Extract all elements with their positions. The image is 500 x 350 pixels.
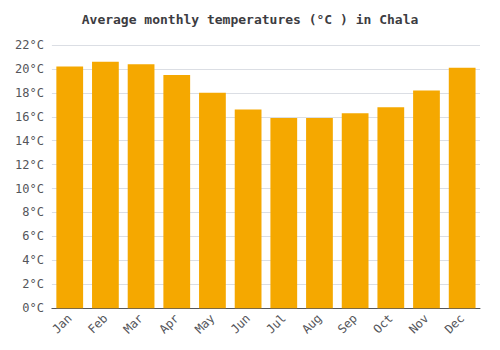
svg-text:6°C: 6°C [22, 229, 44, 243]
svg-text:May: May [192, 311, 217, 336]
svg-text:12°C: 12°C [15, 158, 44, 172]
svg-text:20°C: 20°C [15, 62, 44, 76]
svg-text:4°C: 4°C [22, 253, 44, 267]
svg-text:2°C: 2°C [22, 277, 44, 291]
svg-text:Feb: Feb [85, 311, 110, 336]
svg-text:Jun: Jun [228, 311, 253, 336]
svg-text:8°C: 8°C [22, 205, 44, 219]
svg-text:Average monthly temperatures (: Average monthly temperatures (°C ) in Ch… [82, 12, 419, 27]
svg-text:Nov: Nov [406, 311, 431, 336]
svg-text:10°C: 10°C [15, 182, 44, 196]
svg-text:16°C: 16°C [15, 110, 44, 124]
svg-text:0°C: 0°C [22, 301, 44, 315]
svg-text:Oct: Oct [371, 311, 396, 336]
svg-text:14°C: 14°C [15, 134, 44, 148]
svg-text:Jul: Jul [264, 311, 289, 336]
svg-text:22°C: 22°C [15, 38, 44, 52]
svg-text:Jan: Jan [49, 311, 74, 336]
svg-text:18°C: 18°C [15, 86, 44, 100]
svg-text:Dec: Dec [442, 311, 467, 336]
svg-text:Mar: Mar [121, 311, 146, 336]
svg-text:Apr: Apr [156, 311, 181, 336]
svg-text:Sep: Sep [335, 311, 360, 336]
svg-text:Aug: Aug [299, 311, 324, 336]
